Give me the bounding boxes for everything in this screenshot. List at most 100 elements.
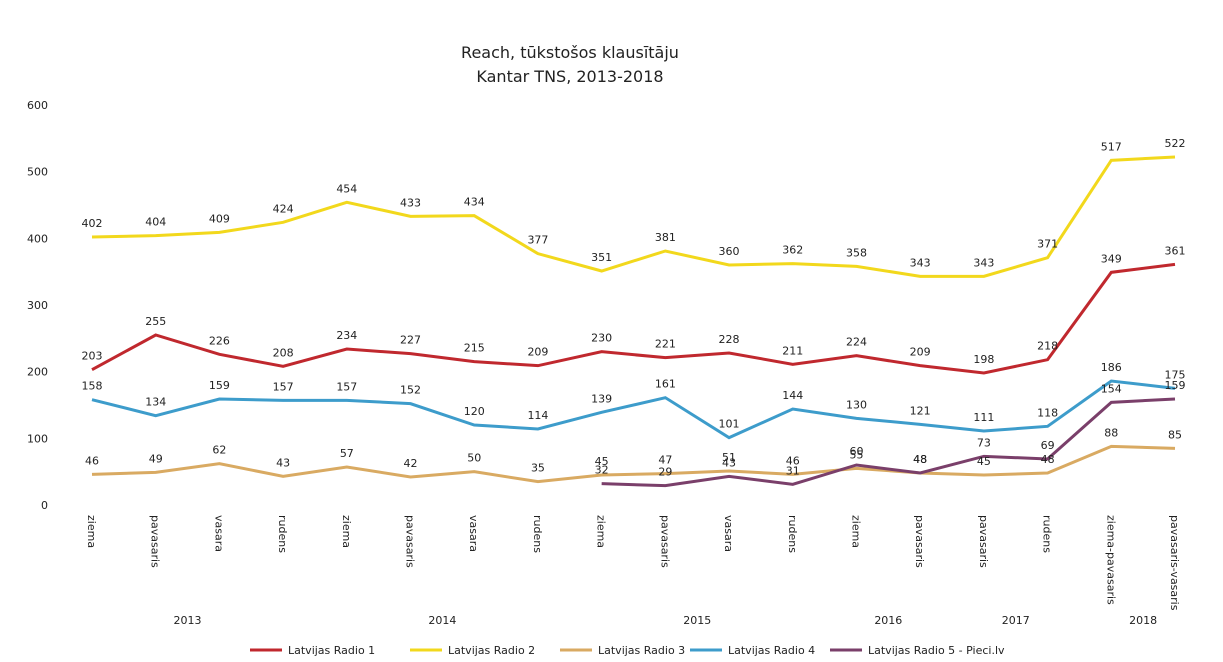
y-tick-label: 0 bbox=[41, 499, 48, 512]
data-label: 60 bbox=[849, 445, 863, 458]
x-tick-label: pavasaris bbox=[149, 515, 162, 568]
data-label: 175 bbox=[1165, 368, 1186, 381]
data-label: 152 bbox=[400, 384, 421, 397]
data-label: 517 bbox=[1101, 140, 1122, 153]
data-label: 88 bbox=[1104, 426, 1118, 439]
data-label: 114 bbox=[527, 409, 548, 422]
data-label: 522 bbox=[1165, 137, 1186, 150]
data-label: 343 bbox=[910, 256, 931, 269]
data-label: 43 bbox=[276, 456, 290, 469]
y-tick-label: 300 bbox=[27, 299, 48, 312]
x-tick-label: ziema bbox=[340, 515, 353, 548]
data-label: 55 bbox=[849, 448, 863, 461]
data-label: 227 bbox=[400, 334, 421, 347]
x-tick-label: rudens bbox=[531, 515, 544, 553]
data-label: 409 bbox=[209, 212, 230, 225]
data-label: 221 bbox=[655, 338, 676, 351]
data-label: 46 bbox=[786, 454, 800, 467]
data-label: 209 bbox=[527, 346, 548, 359]
data-label: 211 bbox=[782, 344, 803, 357]
data-label: 48 bbox=[913, 453, 927, 466]
data-label: 361 bbox=[1165, 244, 1186, 257]
x-group-label: 2014 bbox=[428, 614, 456, 627]
series-line bbox=[601, 397, 1176, 488]
data-label: 402 bbox=[82, 217, 103, 230]
data-label: 215 bbox=[464, 342, 485, 355]
data-label: 351 bbox=[591, 251, 612, 264]
data-label: 50 bbox=[467, 452, 481, 465]
data-label: 358 bbox=[846, 246, 867, 259]
data-label: 157 bbox=[336, 380, 357, 393]
data-label: 360 bbox=[719, 245, 740, 258]
data-label: 47 bbox=[658, 454, 672, 467]
data-label: 433 bbox=[400, 196, 421, 209]
x-tick-label: pavasaris bbox=[977, 515, 990, 568]
x-group-label: 2013 bbox=[174, 614, 202, 627]
x-group-label: 2018 bbox=[1129, 614, 1157, 627]
x-tick-label: pavasaris bbox=[404, 515, 417, 568]
data-label: 62 bbox=[212, 444, 226, 457]
x-tick-label: rudens bbox=[786, 515, 799, 553]
data-label: 111 bbox=[973, 411, 994, 424]
series-line bbox=[91, 379, 1176, 440]
data-label: 404 bbox=[145, 216, 166, 229]
chart-subtitle: Kantar TNS, 2013-2018 bbox=[476, 67, 663, 86]
data-label: 32 bbox=[595, 464, 609, 477]
y-tick-label: 200 bbox=[27, 366, 48, 379]
y-tick-label: 600 bbox=[27, 99, 48, 112]
data-label: 85 bbox=[1168, 428, 1182, 441]
data-label: 234 bbox=[336, 329, 357, 342]
legend-label: Latvijas Radio 4 bbox=[728, 644, 815, 657]
x-group-label: 2015 bbox=[683, 614, 711, 627]
data-label: 49 bbox=[149, 452, 163, 465]
data-label: 454 bbox=[336, 182, 357, 195]
x-group-label: 2016 bbox=[874, 614, 902, 627]
x-tick-label: vasara bbox=[722, 515, 735, 552]
data-label: 349 bbox=[1101, 252, 1122, 265]
data-label: 134 bbox=[145, 396, 166, 409]
legend-label: Latvijas Radio 5 - Pieci.lv bbox=[868, 644, 1005, 657]
data-label: 69 bbox=[1041, 439, 1055, 452]
data-label: 224 bbox=[846, 336, 867, 349]
data-label: 29 bbox=[658, 466, 672, 479]
x-tick-label: pavasaris bbox=[658, 515, 671, 568]
data-label: 31 bbox=[786, 464, 800, 477]
y-tick-label: 100 bbox=[27, 432, 48, 445]
y-tick-label: 500 bbox=[27, 166, 48, 179]
data-label: 35 bbox=[531, 462, 545, 475]
data-label: 118 bbox=[1037, 406, 1058, 419]
data-label: 130 bbox=[846, 398, 867, 411]
data-label: 434 bbox=[464, 196, 485, 209]
data-label: 121 bbox=[910, 404, 931, 417]
x-tick-label: pavasaris bbox=[913, 515, 926, 568]
data-label: 42 bbox=[404, 457, 418, 470]
data-label: 159 bbox=[1165, 379, 1186, 392]
data-label: 377 bbox=[527, 234, 548, 247]
data-label: 381 bbox=[655, 231, 676, 244]
legend-label: Latvijas Radio 3 bbox=[598, 644, 685, 657]
y-tick-label: 400 bbox=[27, 232, 48, 245]
chart-title: Reach, tūkstošos klausītāju bbox=[461, 43, 679, 62]
data-label: 73 bbox=[977, 436, 991, 449]
data-label: 45 bbox=[977, 455, 991, 468]
data-label: 43 bbox=[722, 456, 736, 469]
x-tick-label: vasara bbox=[212, 515, 225, 552]
data-label: 139 bbox=[591, 392, 612, 405]
x-group-label: 2017 bbox=[1002, 614, 1030, 627]
legend-label: Latvijas Radio 2 bbox=[448, 644, 535, 657]
data-label: 154 bbox=[1101, 382, 1122, 395]
data-label: 208 bbox=[273, 346, 294, 359]
data-label: 57 bbox=[340, 447, 354, 460]
x-tick-label: ziema bbox=[849, 515, 862, 548]
data-label: 186 bbox=[1101, 361, 1122, 374]
data-label: 343 bbox=[973, 256, 994, 269]
data-label: 209 bbox=[910, 346, 931, 359]
x-tick-label: rudens bbox=[276, 515, 289, 553]
data-label: 218 bbox=[1037, 340, 1058, 353]
data-label: 158 bbox=[82, 380, 103, 393]
x-tick-label: rudens bbox=[1041, 515, 1054, 553]
x-tick-label: ziema bbox=[595, 515, 608, 548]
series-line bbox=[91, 444, 1176, 484]
x-tick-label: ziema-pavasaris bbox=[1104, 515, 1117, 605]
data-label: 424 bbox=[273, 202, 294, 215]
